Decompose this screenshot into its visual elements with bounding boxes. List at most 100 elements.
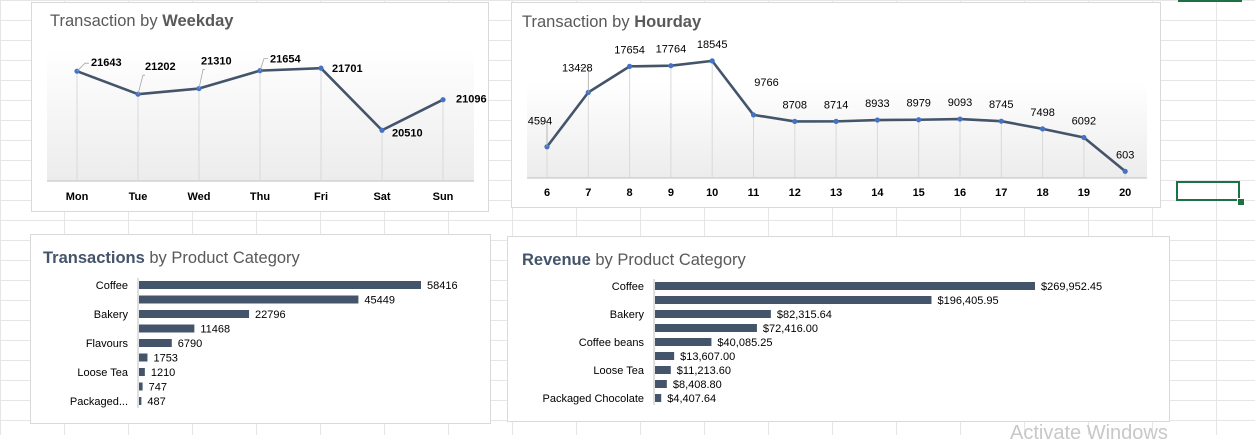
x-tick-label: Fri — [314, 191, 328, 203]
data-point[interactable] — [957, 116, 963, 122]
data-point[interactable] — [1122, 168, 1128, 174]
x-tick-label: 10 — [706, 187, 718, 199]
data-label: 11468 — [200, 324, 230, 336]
data-label: 17764 — [656, 44, 687, 56]
data-label: 21643 — [91, 57, 122, 69]
data-label: 8714 — [824, 99, 848, 111]
data-point[interactable] — [440, 97, 446, 103]
data-label: 22796 — [255, 309, 286, 321]
data-label: 21654 — [270, 54, 301, 66]
data-point[interactable] — [709, 58, 715, 64]
x-tick-label: Wed — [187, 191, 210, 203]
bar[interactable] — [655, 394, 662, 402]
x-tick-label: 17 — [995, 187, 1007, 199]
x-tick-label: 19 — [1078, 187, 1090, 199]
data-label: 8708 — [783, 99, 807, 111]
data-point[interactable] — [792, 118, 798, 125]
data-point[interactable] — [318, 65, 324, 71]
chart-title-prefix: Transaction — [50, 12, 136, 30]
fill-handle[interactable] — [1237, 198, 1245, 206]
category-label: Bakery — [94, 309, 129, 321]
x-tick-label: Sun — [433, 191, 454, 203]
x-tick-label: 16 — [954, 187, 966, 199]
data-label: 58416 — [427, 280, 458, 292]
category-label: Flavours — [86, 338, 129, 350]
selected-cell[interactable] — [1176, 181, 1240, 201]
chart-title: Transaction by Weekday — [50, 12, 234, 30]
chart-title-mid: by — [608, 13, 635, 31]
data-label: 4594 — [528, 116, 552, 128]
data-label: 8745 — [989, 99, 1013, 111]
data-label: 747 — [149, 382, 167, 394]
bar[interactable] — [139, 295, 359, 304]
data-point[interactable] — [379, 127, 385, 133]
bar[interactable] — [139, 353, 148, 362]
data-label: 13428 — [562, 62, 593, 74]
data-label: 17654 — [614, 44, 645, 56]
data-point[interactable] — [1081, 134, 1087, 141]
data-point[interactable] — [750, 112, 757, 118]
data-label: $269,952.45 — [1041, 281, 1102, 293]
data-label: 21202 — [145, 61, 176, 73]
chart-title-bold: Revenue — [522, 251, 591, 269]
x-tick-label: Mon — [66, 191, 89, 203]
bar[interactable] — [655, 338, 712, 346]
transactions-by-category-panel[interactable]: Transactions by Product Category 58416 Co… — [30, 234, 491, 424]
x-tick-label: 11 — [748, 187, 760, 199]
category-label: Loose Tea — [593, 365, 644, 377]
data-point[interactable] — [1040, 126, 1046, 132]
data-point[interactable] — [916, 117, 922, 123]
label-leader-line — [539, 121, 548, 147]
data-point[interactable] — [998, 118, 1004, 124]
label-leader-line — [578, 66, 589, 93]
data-label: $11,213.60 — [677, 365, 731, 377]
weekday-chart-panel[interactable]: Transaction by Weekday Mon Tue Wed Thu Fri Sa… — [31, 2, 489, 212]
activate-windows-watermark: Activate Windows — [1010, 422, 1168, 444]
data-point[interactable] — [257, 68, 263, 74]
x-tick-label: 18 — [1036, 187, 1048, 199]
bar[interactable] — [655, 324, 757, 332]
category-label: Packaged Chocolate — [542, 393, 644, 405]
data-label: 45449 — [364, 295, 395, 307]
weekday-line-chart: Transaction by Weekday Mon Tue Wed Thu Fri Sa… — [47, 12, 487, 203]
data-label: 21096 — [456, 94, 487, 106]
data-point[interactable] — [627, 63, 633, 69]
x-tick-label: 7 — [585, 187, 591, 199]
bar[interactable] — [655, 296, 932, 304]
bar[interactable] — [139, 281, 421, 289]
data-label: 9093 — [948, 97, 972, 109]
chart-title-bold: Weekday — [162, 12, 234, 30]
x-tick-label: Tue — [129, 191, 148, 203]
bar[interactable] — [655, 310, 771, 318]
bar[interactable] — [655, 282, 1035, 290]
x-tick-label: 13 — [830, 187, 842, 199]
data-label: 18545 — [697, 39, 728, 51]
bar[interactable] — [139, 324, 195, 333]
bar[interactable] — [139, 382, 143, 391]
chart-title: Transaction by Hourday — [522, 13, 702, 31]
revenue-by-category-panel[interactable]: Revenue by Product Category $269,952.45 C… — [507, 236, 1170, 422]
category-label: Coffee — [96, 280, 128, 292]
chart-title-mid: by — [136, 12, 163, 30]
bar[interactable] — [655, 352, 675, 360]
x-tick-label: 14 — [871, 187, 884, 199]
bar[interactable] — [139, 397, 142, 405]
hourday-chart-panel[interactable]: Transaction by Hourday 6 7 8 9 10 11 12 13 14 15 1… — [511, 2, 1161, 208]
x-tick-label: 12 — [789, 187, 801, 199]
category-label: Loose Tea — [77, 367, 128, 379]
bar[interactable] — [655, 366, 671, 374]
chart-title-rest: by Product Category — [145, 249, 301, 267]
bar[interactable] — [655, 380, 667, 388]
data-label: 6790 — [178, 338, 202, 350]
data-point[interactable] — [874, 117, 880, 123]
x-tick-label: Thu — [250, 191, 270, 203]
bar[interactable] — [139, 339, 172, 347]
category-label: Coffee — [612, 281, 644, 293]
data-point[interactable] — [833, 118, 839, 124]
bar[interactable] — [139, 368, 145, 376]
data-point[interactable] — [668, 63, 674, 69]
x-tick-label: 8 — [627, 187, 633, 199]
data-label: $40,085.25 — [717, 337, 772, 349]
x-tick-label: Sat — [373, 191, 390, 203]
bar[interactable] — [139, 310, 250, 318]
